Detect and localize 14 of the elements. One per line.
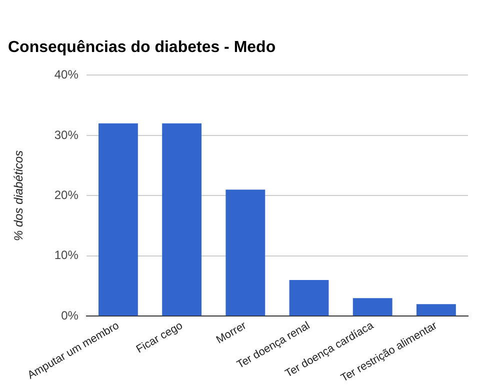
y-axis-title: % dos diabéticos [12,150,26,242]
y-tick-label: 0% [61,308,79,322]
bar [162,123,202,316]
y-tick-label: 20% [54,188,79,202]
x-tick-label: Ficar cego [134,320,185,356]
bar [98,123,138,316]
bar [289,280,329,316]
y-tick-label: 30% [54,128,79,142]
bar [416,304,456,316]
y-tick-label: 40% [54,68,79,82]
y-tick-label: 10% [54,248,79,262]
chart-title: Consequências do diabetes - Medo [8,39,276,56]
bar [226,190,266,316]
bar [352,298,392,316]
